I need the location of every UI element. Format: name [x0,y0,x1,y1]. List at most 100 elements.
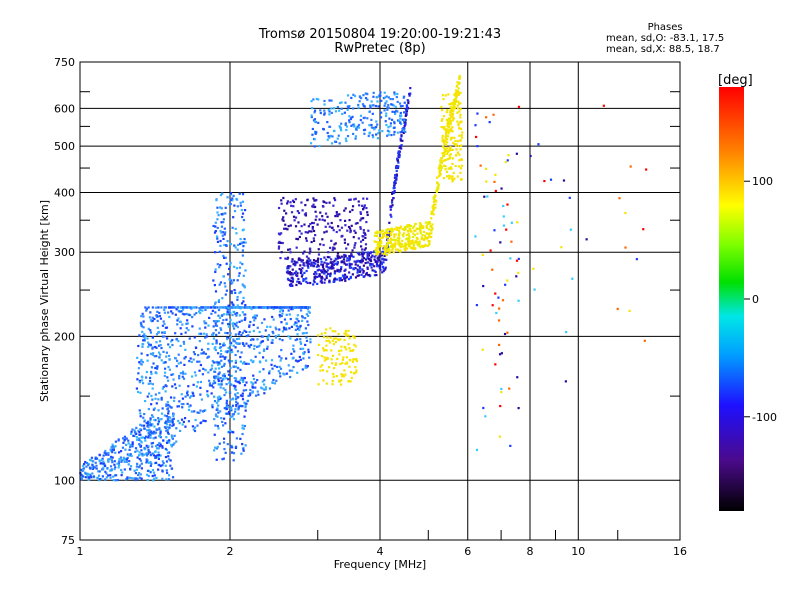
data-point-f-spread [266,338,270,341]
data-point-o-trace [320,275,323,278]
data-point-column [241,432,244,436]
data-point-sporadic [330,349,333,352]
data-point-x-upper [451,157,454,160]
data-point-x-trace [399,244,402,247]
data-point-x-upper [443,159,446,162]
data-point-mid [296,238,300,241]
data-point-e-region [84,460,87,464]
data-point-f-spread [153,425,156,428]
data-point-f-spread [241,362,245,365]
data-point-x-trace [442,145,445,148]
data-point-column [219,386,222,389]
data-point-f-spread [211,406,214,409]
data-point-o-trace [315,275,319,278]
data-point-x-upper [445,132,448,135]
data-point-sporadic [354,345,357,348]
data-point-x-trace [398,226,402,229]
data-point-f-spread [219,353,223,356]
data-point-f-spread [178,377,181,380]
data-point-scatter [474,235,477,238]
data-point-o-trace [345,275,348,278]
data-point-o-trace [375,273,378,277]
data-point-o-trace [367,257,371,260]
data-point-mid [312,221,315,225]
data-point-f-spread [167,365,170,369]
data-point-x-trace [377,247,380,250]
data-point-mid [280,232,283,235]
data-point-e-region [87,473,91,476]
data-point-x-trace [408,243,412,246]
data-point-f-spread [224,331,227,335]
data-point-o-trace [406,99,409,102]
data-point-sporadic [323,356,326,359]
data-point-x-upper [446,158,450,161]
data-point-e-region [152,454,156,457]
data-point-column [212,305,215,308]
data-point-sporadic [351,335,355,338]
data-point-column [235,398,238,401]
data-point-e-region [90,459,93,462]
data-point-o-trace [327,272,330,276]
data-point-e-region [123,460,126,463]
data-point-f-spread [287,309,290,312]
data-point-f-spread [274,306,277,309]
data-point-f-spread [139,391,142,394]
data-point-column [242,446,245,450]
data-point-f-spread [303,332,306,335]
data-point-upper [369,104,372,107]
data-point-upper [376,137,380,140]
data-point-x-trace [426,222,430,226]
data-point-column [230,291,233,295]
data-point-sporadic [344,362,347,365]
data-point-f-spread [299,347,302,351]
data-point-f-spread [186,322,189,325]
data-point-scatter [517,299,520,302]
data-point-column [236,205,239,208]
data-point-f-spread [269,325,272,328]
data-point-scatter [500,387,503,391]
data-point-scatter [504,160,507,164]
data-point-f-spread [181,308,185,311]
data-point-upper [393,133,396,136]
data-point-e-region [150,414,154,417]
data-point-x-upper [458,127,461,130]
data-point-o-trace [305,269,308,273]
data-point-f-spread [308,311,311,314]
data-point-f-spread [151,387,154,390]
data-point-o-trace [299,271,302,275]
data-point-f-spread [232,384,236,387]
data-point-column [215,333,218,337]
data-point-f-spread [198,360,201,363]
data-point-x-trace [398,231,401,234]
data-point-e-region [138,471,141,475]
data-point-mid [343,219,347,223]
data-point-e-region [113,467,116,471]
data-point-mid [359,211,362,214]
data-point-e-region [147,425,150,429]
data-point-f-spread [292,306,296,309]
data-point-column [222,417,226,420]
data-point-mid [305,239,308,242]
data-point-column [231,413,234,416]
data-point-upper [396,100,399,103]
data-point-o-trace [366,267,369,271]
data-point-e-region [129,465,133,468]
data-point-o-trace [350,263,353,266]
data-point-x-upper [448,154,451,157]
data-point-e-region [157,419,161,423]
data-point-e-region [150,430,153,433]
data-point-f-spread [201,309,204,312]
data-point-f-spread [289,317,292,321]
data-point-f-spread [186,394,189,397]
data-point-f-spread [143,337,146,340]
data-point-f-spread [245,330,248,334]
data-point-e-region [144,435,148,438]
data-point-mid [347,225,351,229]
data-point-f-spread [170,340,173,343]
data-point-e-region [161,477,164,480]
data-point-f-spread [271,339,274,342]
data-point-e-region [124,458,127,461]
data-point-x-upper [442,126,445,129]
data-point-f-spread [198,332,201,335]
data-point-sporadic [329,336,332,339]
